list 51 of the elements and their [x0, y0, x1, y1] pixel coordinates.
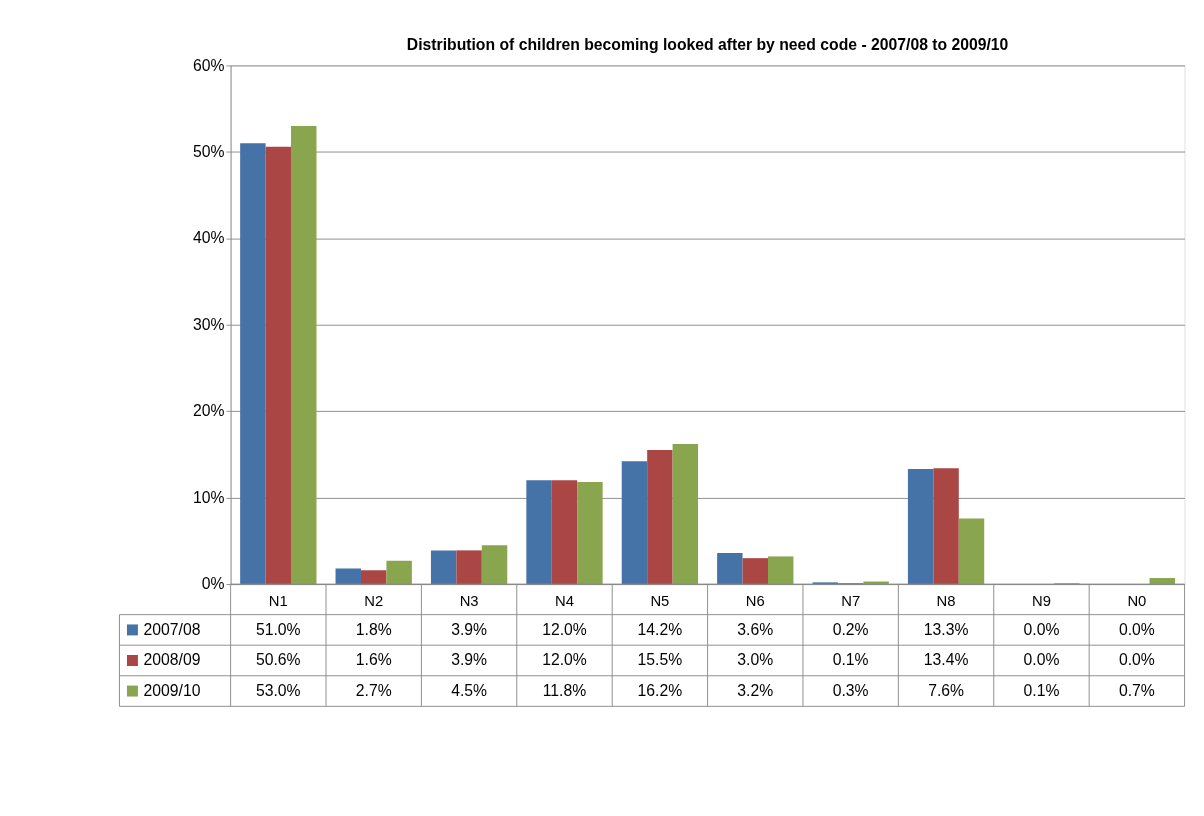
data-label: 51.0%	[256, 620, 301, 638]
x-tick-label: N1	[268, 592, 288, 609]
data-label: 0.3%	[832, 681, 869, 699]
legend-label: 2008/09	[143, 651, 201, 669]
data-label: 1.6%	[355, 651, 392, 669]
data-label: 12.0%	[542, 651, 587, 669]
data-label: 0.0%	[1023, 620, 1060, 638]
data-label: 15.5%	[637, 651, 683, 669]
x-tick-label: N6	[745, 592, 765, 609]
data-label: 3.0%	[737, 651, 774, 669]
data-label: 4.5%	[451, 681, 488, 699]
legend-label: 2009/10	[143, 681, 201, 699]
data-label: 13.4%	[923, 651, 969, 669]
data-label: 0.2%	[832, 620, 869, 638]
y-tick-label: 10%	[193, 488, 225, 506]
data-label: 0.0%	[1118, 651, 1155, 669]
y-tick-label: 40%	[193, 229, 225, 247]
y-tick-label: 50%	[193, 142, 225, 160]
data-label: 0.7%	[1118, 681, 1155, 699]
x-tick-label: N8	[936, 592, 956, 609]
x-tick-label: N3	[459, 592, 479, 609]
data-label: 50.6%	[256, 651, 301, 669]
x-tick-label: N7	[841, 592, 861, 609]
y-tick-label: 30%	[193, 315, 225, 333]
x-tick-label: N2	[364, 592, 384, 609]
data-label: 11.8%	[542, 681, 587, 699]
data-label: 0.1%	[832, 651, 869, 669]
y-tick-label: 60%	[193, 56, 225, 74]
data-label: 3.9%	[451, 651, 488, 669]
data-label: 14.2%	[637, 620, 683, 638]
chart-title: Distribution of children becoming looked after by need code - 2007/08 to 2009/10	[406, 35, 1009, 53]
data-label: 53.0%	[256, 681, 301, 699]
data-label: 12.0%	[542, 620, 587, 638]
data-label: 1.8%	[355, 620, 392, 638]
x-tick-label: N9	[1032, 592, 1051, 609]
y-tick-label: 20%	[193, 402, 225, 420]
data-label: 3.2%	[737, 681, 774, 699]
data-label: 2.7%	[355, 681, 392, 699]
data-label: 0.0%	[1118, 620, 1155, 638]
data-label: 7.6%	[928, 681, 964, 699]
data-label: 0.1%	[1023, 681, 1060, 699]
data-label: 16.2%	[637, 681, 683, 699]
x-tick-label: N5	[650, 592, 670, 609]
x-tick-label: N0	[1127, 592, 1147, 609]
data-label: 3.9%	[451, 620, 488, 638]
legend-label: 2007/08	[143, 620, 201, 638]
data-label: 3.6%	[737, 620, 774, 638]
x-tick-label: N4	[555, 592, 574, 609]
y-tick-label: 0%	[201, 575, 225, 593]
data-label: 13.3%	[923, 620, 969, 638]
data-label: 0.0%	[1023, 651, 1060, 669]
